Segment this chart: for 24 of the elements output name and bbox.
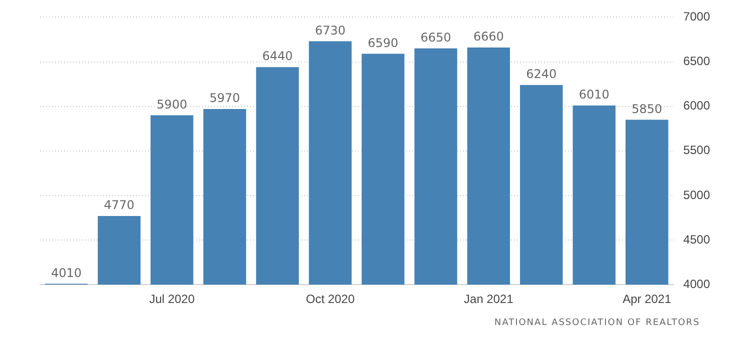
data-label: 6240 xyxy=(526,67,557,82)
data-label: 6010 xyxy=(578,88,610,102)
y-tick-label: 4500 xyxy=(683,232,710,246)
data-label: 6590 xyxy=(368,36,398,50)
y-tick-label: 6500 xyxy=(683,54,710,68)
data-label: 4010 xyxy=(51,266,82,280)
y-tick-label: 4000 xyxy=(683,276,710,291)
y-tick-label: 5500 xyxy=(683,143,710,158)
data-label: 6650 xyxy=(420,30,452,45)
text: NATIONAL ASSOCIATION OF REALTORS xyxy=(493,318,700,328)
x-tick-label: Apr 2021 xyxy=(622,292,672,306)
data-label: 5850 xyxy=(632,102,662,116)
data-label: 6730 xyxy=(314,23,346,38)
y-tick-label: 6000 xyxy=(683,98,710,113)
x-tick-label: Jan 2021 xyxy=(464,292,514,306)
data-label: 5970 xyxy=(209,91,240,106)
y-tick-label: 7000 xyxy=(683,10,710,24)
x-tick-label: Oct 2020 xyxy=(306,292,355,306)
y-tick-label: 5000 xyxy=(683,188,710,202)
data-label: 5900 xyxy=(156,97,188,112)
x-tick-label: Jul 2020 xyxy=(149,292,195,306)
data-label: 6440 xyxy=(262,49,293,64)
data-label: 4770 xyxy=(104,198,134,212)
data-label: 6660 xyxy=(473,30,504,44)
